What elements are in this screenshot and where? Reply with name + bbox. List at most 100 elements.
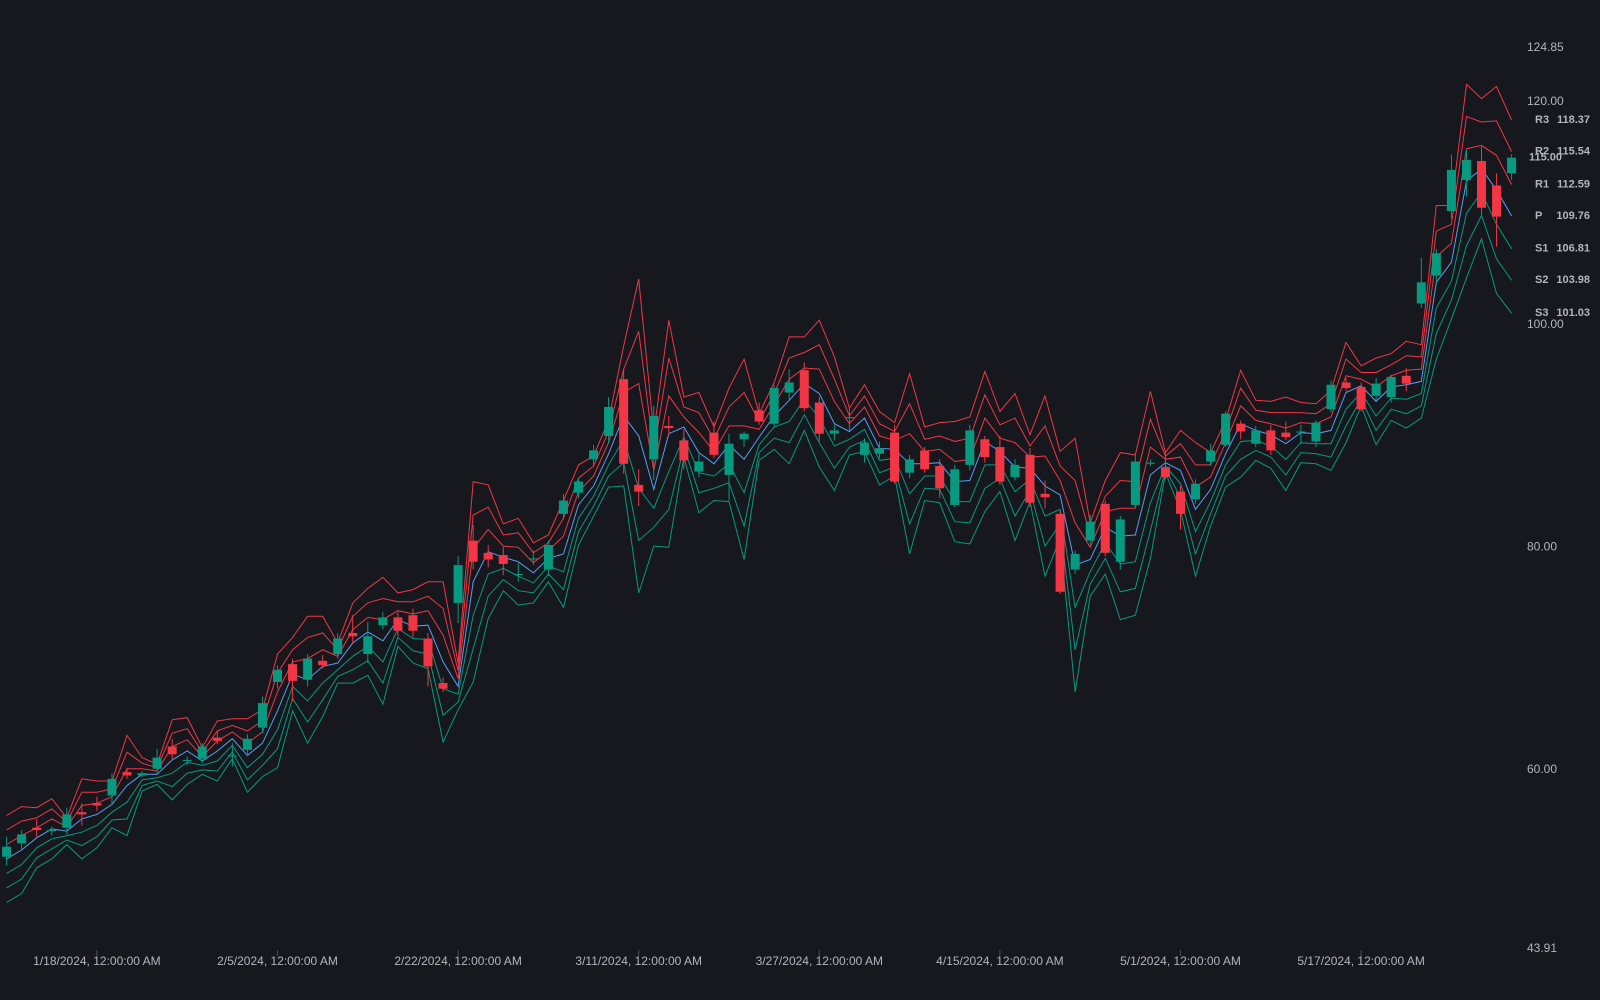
candle-body xyxy=(408,615,418,631)
candle-body xyxy=(47,830,57,832)
candle-body xyxy=(1130,461,1140,505)
pivot-value: 103.98 xyxy=(1556,274,1590,286)
x-tick-label: 3/11/2024, 12:00:00 AM xyxy=(575,954,702,968)
candle-body xyxy=(227,755,237,757)
candle-body xyxy=(483,552,493,560)
candle-body xyxy=(288,664,298,681)
candle-body xyxy=(1356,386,1366,410)
candle-body xyxy=(679,440,689,461)
pivot-value: 112.59 xyxy=(1557,178,1590,190)
candle-body xyxy=(528,558,538,560)
candle-body xyxy=(619,379,629,464)
candle-body xyxy=(92,803,102,806)
candle-body xyxy=(754,410,764,422)
candle-body xyxy=(137,773,147,776)
candle-body xyxy=(1055,513,1065,592)
candle-body xyxy=(513,573,523,576)
candle-body xyxy=(242,738,252,750)
candle-body xyxy=(1010,464,1020,478)
pivot-value: 115.54 xyxy=(1557,146,1591,158)
candle-body xyxy=(197,746,207,759)
candle-body xyxy=(1191,483,1201,500)
x-tick-label: 3/27/2024, 12:00:00 AM xyxy=(756,954,883,968)
candle-body xyxy=(1477,160,1486,208)
candle-body xyxy=(950,469,960,505)
candle-body xyxy=(558,500,568,514)
candle-body xyxy=(574,481,583,493)
candle-body xyxy=(1461,159,1471,180)
candle-body xyxy=(257,703,267,728)
candle-body xyxy=(1040,493,1050,498)
candle-body xyxy=(1266,430,1276,451)
pivot-name: R2 xyxy=(1535,146,1549,158)
pivot-line xyxy=(6,191,1513,874)
pivot-name: S1 xyxy=(1535,243,1548,255)
candle-body xyxy=(17,834,27,844)
pivot-name: S3 xyxy=(1535,307,1548,319)
candle-body xyxy=(1492,185,1502,217)
x-tick-label: 2/22/2024, 12:00:00 AM xyxy=(394,954,521,968)
x-tick-label: 5/17/2024, 12:00:00 AM xyxy=(1297,954,1424,968)
candle-body xyxy=(1176,491,1185,514)
candle-body xyxy=(453,565,463,603)
candle-body xyxy=(1401,375,1411,384)
candle-body xyxy=(498,555,508,564)
candle-body xyxy=(1281,432,1291,438)
candle-body xyxy=(1025,454,1035,503)
candle-body xyxy=(1311,422,1321,442)
candle-body xyxy=(589,450,599,460)
candle-body xyxy=(1416,282,1426,304)
candle-body xyxy=(814,402,824,434)
candle-body xyxy=(303,658,313,680)
y-tick-label: 120.00 xyxy=(1527,94,1564,108)
candle-body xyxy=(890,432,900,482)
candle-body xyxy=(182,759,192,761)
y-tick-label: 43.91 xyxy=(1527,941,1557,955)
candle-body xyxy=(363,636,373,655)
candle-body xyxy=(724,443,734,475)
candle-body xyxy=(438,683,448,689)
candle-body xyxy=(980,439,990,458)
candle-body xyxy=(212,737,222,741)
candle-body xyxy=(2,846,12,857)
candle-body xyxy=(1145,462,1155,464)
candle-body xyxy=(1085,521,1095,541)
candle-body xyxy=(393,617,403,631)
y-tick-label: 80.00 xyxy=(1527,539,1557,553)
candle-body xyxy=(649,415,659,460)
candle-body xyxy=(995,447,1005,482)
candle-body xyxy=(844,417,854,419)
candle-body xyxy=(769,388,779,424)
candle-body xyxy=(694,461,704,472)
candle-body xyxy=(348,632,358,637)
candle-body xyxy=(333,638,343,655)
candle-body xyxy=(1371,383,1381,396)
pivot-value: 118.37 xyxy=(1557,114,1590,126)
candle-body xyxy=(905,459,915,473)
x-tick-label: 5/1/2024, 12:00:00 AM xyxy=(1120,954,1241,968)
candle-body xyxy=(799,370,809,409)
x-tick-label: 2/5/2024, 12:00:00 AM xyxy=(217,954,338,968)
candle-body xyxy=(468,540,478,562)
candle-body xyxy=(423,638,433,667)
candle-body xyxy=(709,432,719,455)
candle-body xyxy=(634,484,644,492)
candle-body xyxy=(273,669,282,682)
y-tick-label: 60.00 xyxy=(1527,762,1557,776)
candle-body xyxy=(32,827,42,831)
candle-body xyxy=(77,812,87,815)
candle-body xyxy=(784,382,794,393)
candle-body xyxy=(1115,519,1125,562)
candle-body xyxy=(965,430,975,465)
candle-body xyxy=(1386,376,1396,397)
candle-body xyxy=(1160,467,1170,478)
pivot-line xyxy=(6,214,1513,889)
candle-body xyxy=(1251,430,1261,444)
pivot-lines xyxy=(6,83,1513,903)
last-price-label: 115.00 xyxy=(1529,152,1562,164)
candle-body xyxy=(604,406,614,436)
